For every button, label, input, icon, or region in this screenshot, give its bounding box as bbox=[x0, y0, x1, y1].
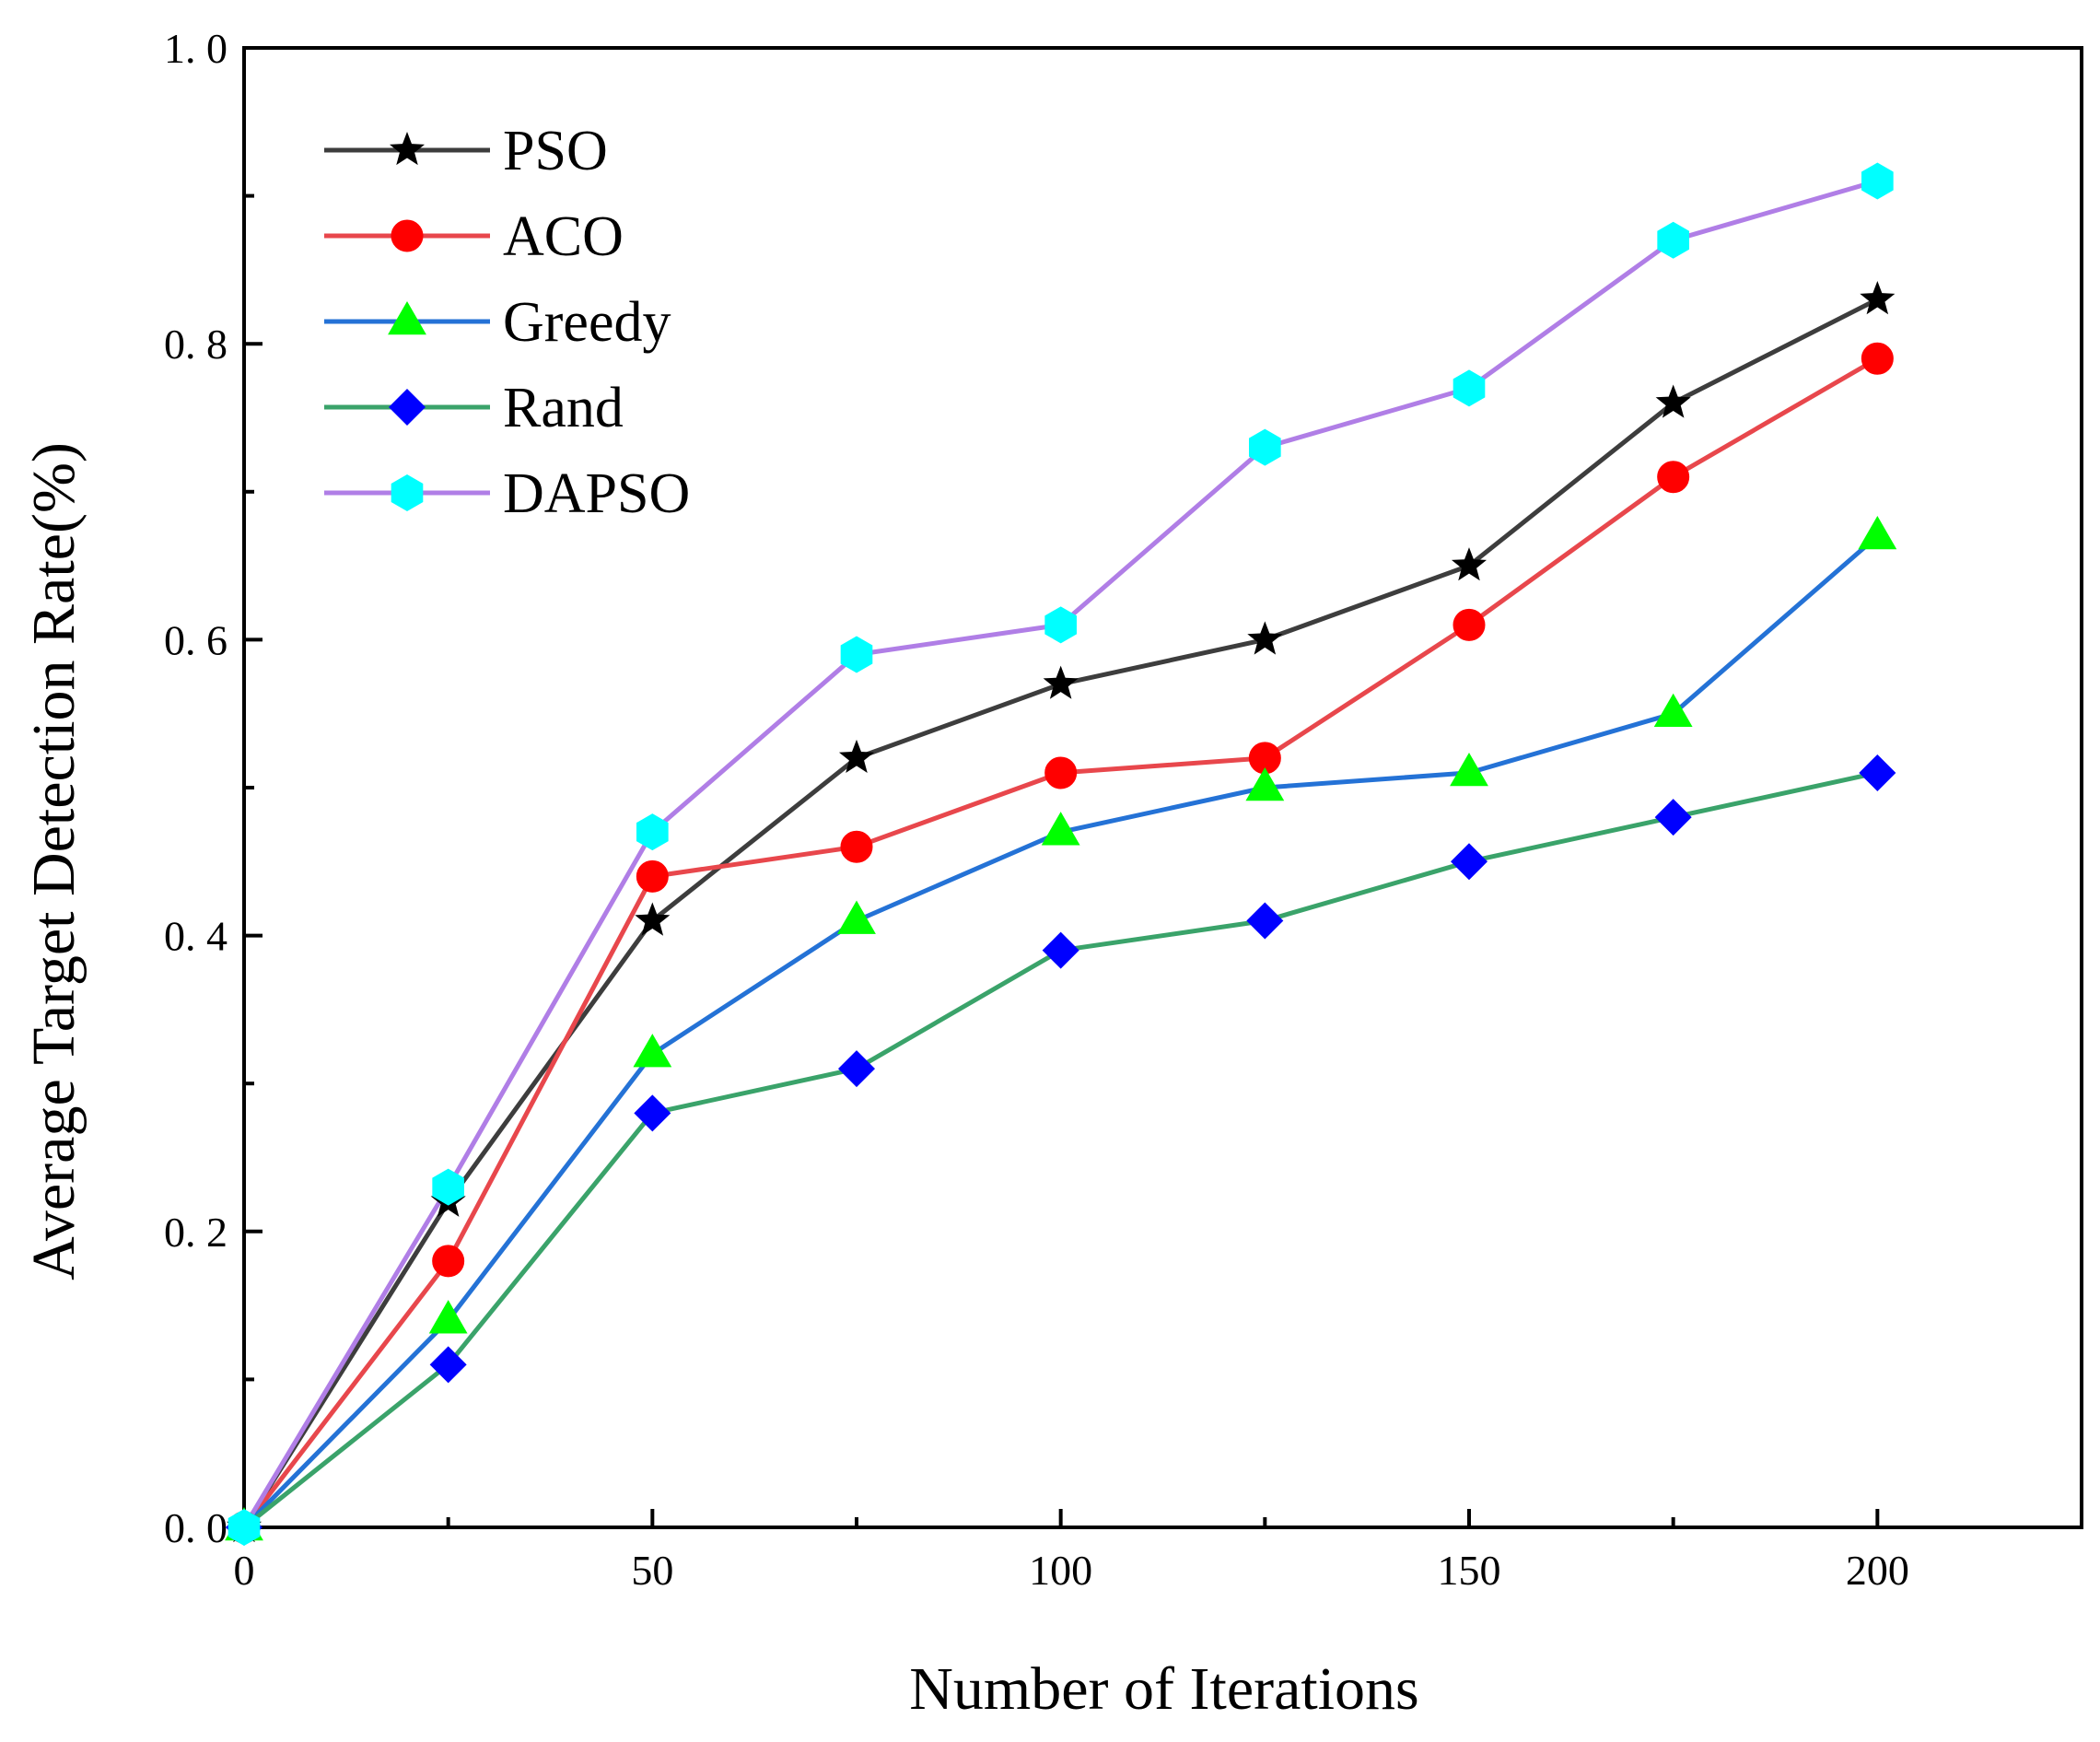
data-point-greedy bbox=[837, 900, 876, 934]
data-point-greedy bbox=[428, 1300, 468, 1334]
legend-marker-pso bbox=[389, 132, 426, 166]
data-point-aco bbox=[636, 859, 669, 893]
data-point-greedy bbox=[633, 1034, 672, 1068]
legend-label-pso: PSO bbox=[503, 120, 608, 182]
x-tick-label: 50 bbox=[631, 1547, 673, 1594]
x-tick-label: 150 bbox=[1438, 1547, 1501, 1594]
data-point-rand bbox=[1451, 843, 1488, 881]
data-point-greedy bbox=[1450, 752, 1488, 787]
data-point-pso bbox=[1451, 547, 1488, 581]
data-point-aco bbox=[1452, 608, 1486, 641]
data-point-pso bbox=[635, 902, 671, 936]
series-line-pso bbox=[241, 297, 1879, 1529]
y-axis-title: Average Target Detection Rate(%) bbox=[20, 442, 88, 1280]
data-point-dapso bbox=[1861, 162, 1894, 200]
data-point-pso bbox=[838, 739, 875, 774]
legend-label-rand: Rand bbox=[503, 377, 624, 439]
legend-marker-greedy bbox=[388, 301, 426, 335]
data-point-greedy bbox=[1858, 515, 1897, 550]
data-point-rand bbox=[1042, 931, 1079, 969]
data-point-dapso bbox=[228, 1509, 261, 1546]
data-point-rand bbox=[429, 1346, 467, 1384]
data-point-aco bbox=[1861, 342, 1894, 375]
legend: PSO ACO Greedy Rand DAPSO bbox=[324, 120, 690, 525]
legend-label-aco: ACO bbox=[503, 205, 624, 268]
legend-marker-rand bbox=[389, 389, 426, 426]
data-point-aco bbox=[1044, 756, 1078, 789]
data-point-aco bbox=[1657, 461, 1690, 494]
legend-label-greedy: Greedy bbox=[503, 291, 671, 354]
data-point-greedy bbox=[1041, 812, 1080, 846]
data-point-rand bbox=[634, 1094, 671, 1132]
y-tick-label: 0. 2 bbox=[164, 1209, 228, 1256]
series-line-dapso bbox=[241, 179, 1878, 1529]
series-markers bbox=[225, 162, 1897, 1546]
series-lines bbox=[241, 179, 1879, 1529]
data-point-greedy bbox=[1653, 693, 1693, 727]
data-point-rand bbox=[838, 1050, 875, 1088]
data-point-pso bbox=[1247, 621, 1283, 655]
x-tick-label: 200 bbox=[1846, 1547, 1909, 1594]
y-tick-label: 1. 0 bbox=[164, 25, 228, 72]
data-point-rand bbox=[1859, 754, 1896, 791]
data-point-dapso bbox=[1044, 606, 1077, 644]
data-point-pso bbox=[1655, 384, 1691, 418]
data-point-dapso bbox=[1657, 221, 1689, 259]
y-tick-label: 0. 4 bbox=[164, 913, 228, 960]
data-point-dapso bbox=[432, 1168, 464, 1206]
data-point-rand bbox=[1654, 799, 1692, 836]
legend-marker-dapso bbox=[391, 474, 424, 511]
y-tick-label: 0. 6 bbox=[164, 616, 228, 663]
data-point-dapso bbox=[840, 636, 873, 673]
data-point-aco bbox=[432, 1245, 465, 1278]
x-axis-title: Number of Iterations bbox=[909, 1655, 1419, 1723]
series-markers-pso bbox=[226, 281, 1896, 1543]
x-tick-label: 100 bbox=[1029, 1547, 1092, 1594]
series-line-rand bbox=[242, 770, 1878, 1529]
legend-marker-aco bbox=[391, 219, 424, 252]
legend-label-dapso: DAPSO bbox=[503, 462, 690, 525]
data-point-dapso bbox=[1249, 428, 1281, 466]
series-markers-rand bbox=[226, 754, 1896, 1546]
data-point-dapso bbox=[1452, 369, 1486, 407]
data-point-greedy bbox=[1245, 767, 1285, 801]
data-point-rand bbox=[1246, 902, 1284, 940]
data-point-dapso bbox=[636, 813, 669, 851]
data-point-aco bbox=[840, 830, 873, 863]
x-tick-label: 0 bbox=[234, 1547, 255, 1594]
y-tick-label: 0. 0 bbox=[164, 1504, 228, 1551]
y-axis-ticks: 0. 0 0. 2 0. 4 0. 6 0. 8 1. 0 bbox=[164, 25, 262, 1551]
y-tick-label: 0. 8 bbox=[164, 321, 228, 368]
x-axis-ticks: 0 50 100 150 200 bbox=[234, 1509, 1909, 1594]
series-markers-dapso bbox=[228, 162, 1894, 1546]
data-point-pso bbox=[1860, 281, 1896, 315]
data-point-pso bbox=[1043, 665, 1079, 699]
